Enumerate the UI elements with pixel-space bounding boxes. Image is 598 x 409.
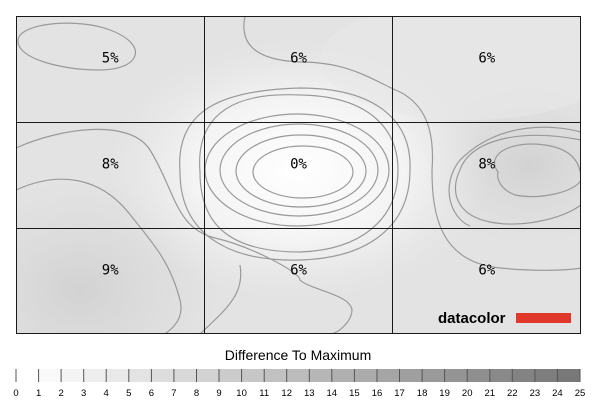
scale-tick-label: 14 [327,388,338,399]
scale-swatch [444,369,468,382]
scale-tick-label: 12 [281,388,292,399]
scale-swatch [331,369,355,382]
scale-swatch [467,369,490,382]
scale-swatch [264,369,287,382]
scale-bar [15,369,581,382]
scale-swatch [219,369,242,382]
scale-swatch [512,369,535,382]
scale-swatch [241,369,265,382]
scale-swatch [377,369,400,382]
scale-swatch [557,369,580,382]
logo-bar [516,313,571,323]
cell-value-r1-c2: 8% [478,156,495,172]
grid [16,16,581,334]
scale-swatch [83,369,107,382]
scale-tick-label: 13 [304,388,315,399]
scale-tick-label: 9 [216,388,221,399]
scale-tick-label: 0 [13,388,18,399]
scale-swatch [38,369,62,382]
cell-value-r1-c0: 8% [102,156,119,172]
scale-tick-label: 4 [104,388,109,399]
cell-value-r2-c2: 6% [478,262,495,278]
cell-value-r0-c0: 5% [102,50,119,66]
scale-swatch [61,369,84,382]
scale-swatch [16,369,39,382]
scale-swatch [106,369,129,382]
logo-text: datacolor [438,310,506,327]
scale-swatch [399,369,423,382]
cell-value-r1-c1: 0% [290,156,307,172]
scale-tick-label: 7 [171,388,176,399]
datacolor-logo: datacolor [438,310,571,327]
scale-tick-label: 6 [149,388,154,399]
scale-tick-label: 2 [58,388,63,399]
scale-swatch [489,369,513,382]
cell-value-r2-c1: 6% [290,262,307,278]
scale-swatch [422,369,445,382]
scale-tick-label: 19 [439,388,450,399]
cell-value-r0-c1: 6% [290,50,307,66]
scale-swatch [534,369,558,382]
scale-tick-label: 23 [530,388,541,399]
scale-tick-label: 21 [485,388,496,399]
scale-swatch [128,369,152,382]
scale-tick-label: 10 [236,388,247,399]
scale-tick-label: 11 [259,388,269,399]
scale-tick-label: 1 [36,388,41,399]
cell-value-r2-c0: 9% [102,262,119,278]
scale-swatch [309,369,332,382]
scale-labels: 0 1 2 3 4 5 6 7 8 9 10 11 12 13 14 15 16 17 18 19 20 21 22 23 24… [13,388,585,399]
scale-swatch [286,369,310,382]
scale-tick-label: 25 [575,388,586,399]
scale-tick-label: 24 [552,388,563,399]
heatmap-area [16,16,581,334]
scale-swatch [196,369,220,382]
scale-tick-label: 3 [81,388,86,399]
cell-labels: 5% 6% 6% 8% 0% 8% 9% 6% 6% [102,50,496,278]
scale-title: Difference To Maximum [225,347,372,363]
scale-tick-label: 20 [462,388,473,399]
cell-value-r0-c2: 6% [478,50,495,66]
scale-tick-label: 8 [194,388,199,399]
scale-swatch [173,369,197,382]
scale-tick-label: 22 [507,388,518,399]
scale-tick-label: 15 [349,388,360,399]
scale-tick-label: 5 [126,388,131,399]
scale-tick-label: 16 [372,388,383,399]
scale-swatch [151,369,174,382]
scale-tick-label: 17 [394,388,405,399]
scale-swatch [354,369,377,382]
scale-tick-label: 18 [417,388,428,399]
